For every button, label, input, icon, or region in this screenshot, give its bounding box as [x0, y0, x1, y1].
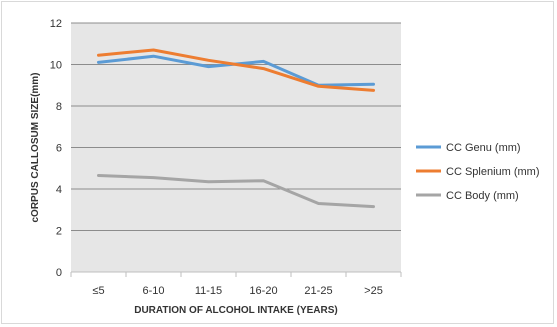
y-tick-label: 2 [56, 226, 62, 238]
x-axis-title: DURATION OF ALCOHOL INTAKE (YEARS) [134, 305, 338, 316]
x-tick-label: ≤5 [92, 285, 104, 297]
y-tick-label: 4 [56, 184, 62, 196]
series-line [97, 174, 375, 209]
series-layer [97, 48, 375, 209]
legend-label: CC Genu (mm) [446, 142, 521, 154]
x-tick-label: 16-20 [249, 285, 277, 297]
y-tick-label: 6 [56, 143, 62, 155]
y-axis-title: cORPUS CALLOSUM SIZE(mm) [30, 72, 41, 222]
y-axis-ticks: 0 2 4 6 8 10 12 [50, 18, 62, 279]
x-axis-ticks: ≤5 6-10 11-15 16-20 21-25 >25 [92, 285, 382, 297]
y-tick-label: 12 [50, 18, 62, 30]
y-tick-label: 8 [56, 101, 62, 113]
legend-label: CC Splenium (mm) [446, 166, 540, 178]
y-tick-label: 0 [56, 267, 62, 279]
x-tick-label: >25 [364, 285, 383, 297]
x-tick-label: 6-10 [142, 285, 164, 297]
series-line [97, 48, 375, 92]
x-tick-label: 11-15 [195, 285, 222, 297]
y-tick-label: 10 [50, 60, 62, 72]
x-tick-label: 21-25 [304, 285, 332, 297]
legend-label: CC Body (mm) [446, 190, 519, 202]
legend: CC Genu (mm) CC Splenium (mm) CC Body (mm) [416, 142, 540, 202]
